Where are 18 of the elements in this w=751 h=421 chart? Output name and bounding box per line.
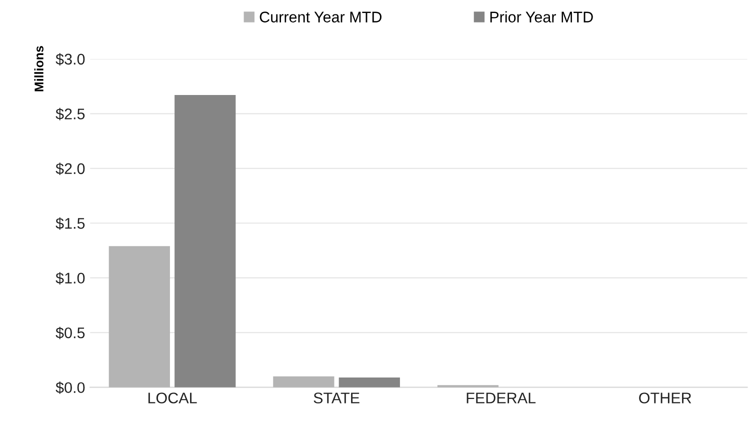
legend-label: Prior Year MTD [490,11,593,22]
y-tick-label: $3.0 [56,53,85,66]
y-tick-label: $0.0 [56,382,85,394]
x-tick-label: FEDERAL [466,392,536,404]
x-tick-label: STATE [314,392,360,404]
bar [108,246,170,388]
bar [273,376,334,388]
y-tick-label: $0.5 [56,326,85,340]
y-tick-label: $2.5 [56,108,85,120]
y-tick-label: $1.5 [56,217,85,230]
x-tick-label: OTHER [639,392,692,404]
bar [338,377,400,388]
y-tick-label: $2.0 [56,162,85,175]
y-tick-label: $1.0 [56,272,85,284]
y-axis-title: Millions [34,46,44,92]
x-tick-label: LOCAL [148,392,197,404]
bar [174,95,236,388]
legend-label: Current Year MTD [260,12,382,22]
